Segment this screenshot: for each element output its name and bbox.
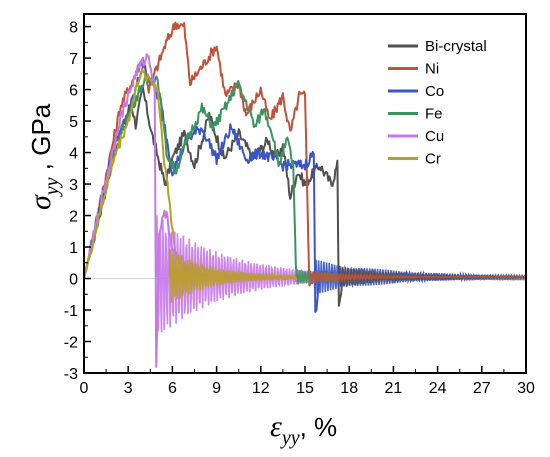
y-axis-label: σyy , GPa — [24, 103, 63, 210]
legend: Bi-crystal Ni Co Fe Cu Cr — [388, 38, 487, 168]
x-tick-label: 12 — [252, 380, 270, 397]
y-tick-label: 0 — [69, 272, 78, 289]
legend-label: Bi-crystal — [425, 38, 487, 55]
legend-label: Co — [425, 83, 444, 100]
y-tick-label: -1 — [64, 303, 78, 320]
y-tick-label: 4 — [69, 146, 78, 163]
x-tick-label: 18 — [340, 380, 358, 397]
x-tick-label: 3 — [124, 380, 133, 397]
y-tick-label: 3 — [69, 177, 78, 194]
x-axis-ticks: 0 3 6 9 12 15 18 21 24 27 30 — [80, 366, 535, 397]
x-tick-label: 21 — [385, 380, 403, 397]
y-axis-ticks: -3 -2 -1 0 1 2 3 4 5 6 7 8 — [64, 20, 91, 383]
y-tick-label: 2 — [69, 209, 78, 226]
legend-label: Ni — [425, 61, 439, 78]
x-tick-label: 9 — [212, 380, 221, 397]
x-axis-label: εyy, % — [270, 410, 337, 449]
x-tick-label: 6 — [168, 380, 177, 397]
x-tick-label: 27 — [473, 380, 491, 397]
x-tick-label: 24 — [429, 380, 447, 397]
y-tick-label: -2 — [64, 335, 78, 352]
legend-label: Cr — [425, 151, 441, 168]
y-tick-label: 7 — [69, 51, 78, 68]
y-tick-label: 1 — [69, 240, 78, 257]
y-tick-label: 5 — [69, 114, 78, 131]
x-tick-label: 0 — [80, 380, 89, 397]
y-tick-label: 8 — [69, 20, 78, 37]
y-tick-label: 6 — [69, 83, 78, 100]
oscillation-ni — [308, 270, 526, 285]
series-layer — [84, 21, 526, 368]
x-tick-label: 15 — [296, 380, 314, 397]
legend-label: Fe — [425, 106, 443, 123]
oscillation-layer — [155, 215, 526, 333]
y-tick-label: -3 — [64, 366, 78, 383]
legend-label: Cu — [425, 128, 444, 145]
x-tick-label: 30 — [517, 380, 535, 397]
